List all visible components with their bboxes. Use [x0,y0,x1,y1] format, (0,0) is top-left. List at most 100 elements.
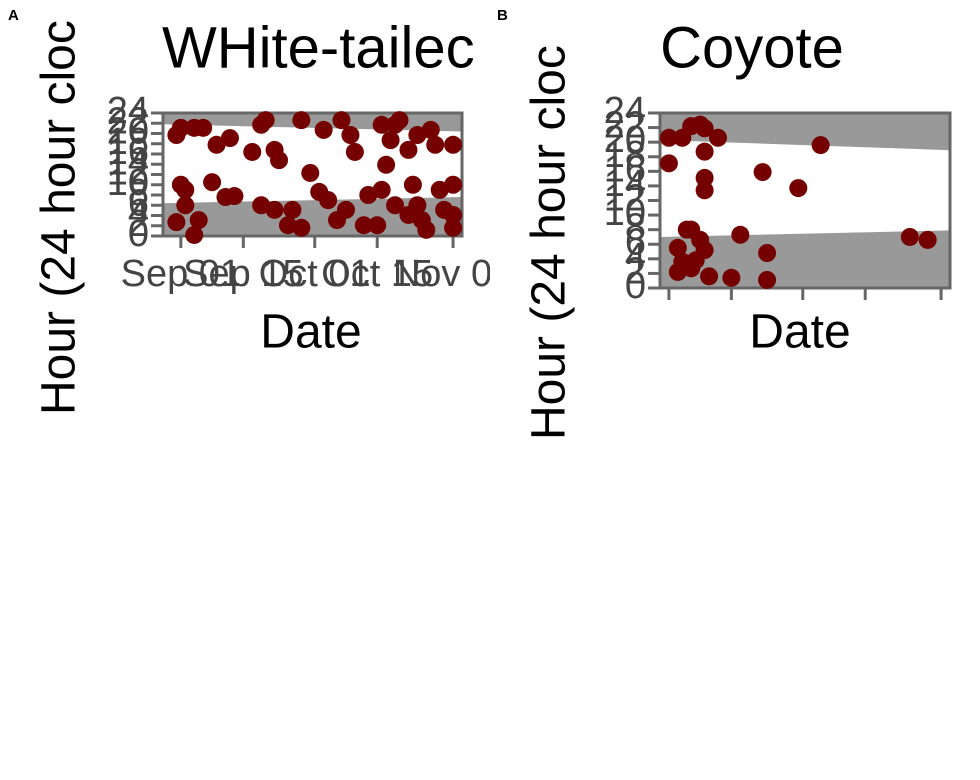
point [444,135,463,154]
point [283,200,302,219]
point [659,128,678,147]
y-tick-label: 16 [107,131,149,173]
x-axis-label: Date [260,306,361,359]
point [332,111,351,130]
y-axis-label: Hour (24 hour cloc [523,45,576,440]
point [668,238,687,257]
y-tick-label: 10 [107,162,149,204]
y-tick-label: 18 [604,134,646,176]
point [695,181,714,200]
point [444,218,463,237]
point [686,251,705,270]
point [176,196,195,215]
y-tick-label: 6 [625,221,646,263]
y-tick-label: 0 [128,213,149,255]
point [709,128,727,147]
y-tick-label: 4 [625,236,646,278]
point [403,175,422,194]
y-tick-label: 22 [107,100,149,142]
chart-title: WHite-tailec [162,15,475,80]
panel-label: B [497,7,508,24]
point [390,111,409,130]
point [695,119,714,138]
y-tick-label: 20 [604,119,646,161]
y-tick-label: 24 [604,90,646,132]
point [203,173,222,192]
point [722,268,741,287]
point [207,135,226,154]
point [695,142,714,161]
point [328,211,347,230]
point [381,131,400,150]
point [167,213,186,232]
x-tick-label: Sep 01 [121,253,241,295]
point [408,126,427,145]
point [359,186,378,204]
y-tick-label: 0 [625,265,646,307]
point [189,211,208,230]
point [918,230,937,249]
y-axis-label: Hour (24 hour cloc [33,20,86,415]
panel-label: A [8,7,19,24]
y-tick-label: 10 [604,192,646,234]
point [695,168,714,187]
y-tick-label: 16 [604,148,646,190]
point [292,218,311,237]
point [758,270,777,289]
y-tick-label: 14 [604,163,646,205]
y-tick-label: 12 [604,178,646,220]
y-tick-label: 2 [625,250,646,292]
y-tick-label: 24 [107,90,149,132]
point [758,244,777,262]
night-band [660,113,950,151]
chart-title: Coyote [660,15,844,80]
y-tick-label: 2 [128,203,149,245]
point [659,154,678,173]
y-tick-label: 14 [107,141,149,183]
point [354,216,373,235]
point [270,151,289,170]
point [176,180,195,199]
x-tick-label: Sep 15 [183,253,303,295]
point [341,126,360,145]
point [900,227,919,246]
point [292,111,311,130]
point [220,129,239,148]
point [301,163,320,182]
point [417,220,436,239]
point [278,216,297,235]
point [225,187,244,206]
point [426,135,445,154]
x-tick-label: Oct 01 [259,253,371,295]
point [256,111,275,130]
point [386,196,405,215]
point [811,136,830,155]
y-tick-label: 12 [107,152,149,194]
point [345,142,364,161]
point [399,205,418,224]
y-tick-label: 8 [128,172,149,214]
x-axis-label: Date [749,306,850,359]
point [171,118,190,137]
point [314,120,333,139]
point [753,163,772,182]
point [731,225,750,244]
point [399,140,418,159]
point [372,115,391,134]
point [377,155,396,174]
point [444,175,463,194]
point [194,118,213,137]
y-tick-label: 6 [128,182,149,224]
point [444,205,463,224]
point [265,200,284,219]
y-tick-label: 18 [107,121,149,163]
point [700,267,719,286]
point [185,225,204,244]
y-tick-label: 4 [128,193,149,235]
y-tick-label: 20 [107,111,149,153]
point [243,142,262,161]
y-tick-label: 8 [625,207,646,249]
